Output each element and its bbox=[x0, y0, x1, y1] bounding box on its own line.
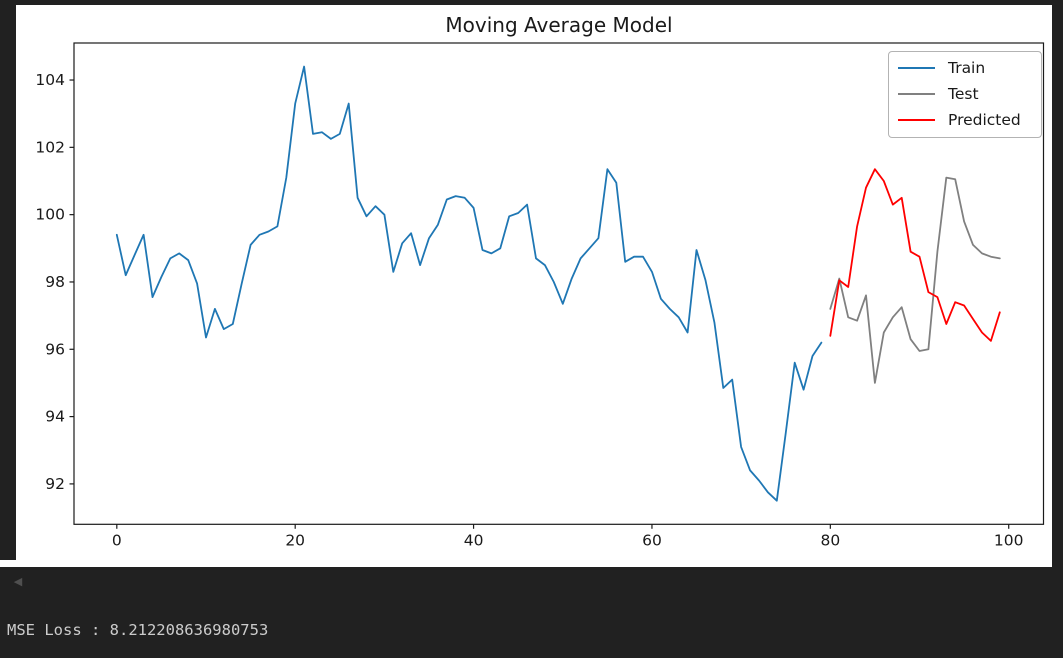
figure-edge-sliver bbox=[0, 560, 16, 567]
svg-text:104: 104 bbox=[35, 71, 65, 89]
predicted-line-icon bbox=[898, 118, 935, 122]
svg-text:20: 20 bbox=[285, 531, 305, 549]
legend-label-predicted: Predicted bbox=[948, 111, 1021, 129]
svg-text:94: 94 bbox=[45, 408, 65, 426]
legend-entry-test: Test bbox=[889, 81, 1041, 107]
svg-text:40: 40 bbox=[464, 531, 484, 549]
collapse-output-icon[interactable]: ◀ bbox=[13, 575, 23, 588]
svg-text:0: 0 bbox=[112, 531, 122, 549]
svg-text:80: 80 bbox=[820, 531, 840, 549]
chart-figure: Moving Average Model 0 20 40 60 80 100 92 94 96 9… bbox=[16, 5, 1052, 567]
chart-canvas: 0 20 40 60 80 100 92 94 96 98 100 102 104 bbox=[35, 42, 1045, 549]
test-line-icon bbox=[898, 92, 935, 96]
chart-legend: Train Test Predicted bbox=[888, 51, 1042, 138]
legend-label-test: Test bbox=[948, 85, 979, 103]
mse-loss-output: MSE Loss : 8.212208636980753 bbox=[7, 621, 269, 639]
chart-title: Moving Average Model bbox=[445, 13, 673, 37]
svg-text:92: 92 bbox=[45, 475, 65, 493]
svg-text:60: 60 bbox=[642, 531, 662, 549]
svg-text:100: 100 bbox=[994, 531, 1024, 549]
svg-text:100: 100 bbox=[35, 206, 65, 224]
legend-entry-train: Train bbox=[889, 55, 1041, 81]
svg-text:102: 102 bbox=[35, 138, 65, 156]
legend-entry-predicted: Predicted bbox=[889, 107, 1041, 133]
train-line-icon bbox=[898, 66, 935, 70]
svg-text:98: 98 bbox=[45, 273, 65, 291]
legend-label-train: Train bbox=[948, 59, 986, 77]
svg-text:96: 96 bbox=[45, 340, 65, 358]
